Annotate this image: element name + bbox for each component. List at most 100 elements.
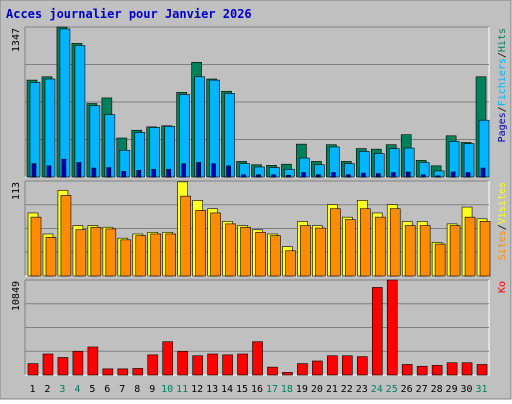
x-tick-label-7: 7 <box>119 384 125 395</box>
bar-sites-17 <box>270 235 281 277</box>
x-tick-label-23: 23 <box>356 384 368 395</box>
bar-pages-10 <box>166 168 172 178</box>
x-tick-label-20: 20 <box>311 384 323 395</box>
legend-panel-1: Pages/Fichiers/Hits <box>497 28 508 142</box>
bar-fichiers-4 <box>74 45 86 178</box>
bar-sites-2 <box>45 237 57 277</box>
x-tick-label-3: 3 <box>59 384 65 395</box>
bar-ko-11 <box>177 351 188 376</box>
legend-pages: Pages <box>497 112 508 142</box>
x-tick-label-31: 31 <box>475 384 487 395</box>
bar-fichiers-1 <box>29 82 41 178</box>
bar-sites-24 <box>374 216 386 277</box>
bar-pages-18 <box>286 175 291 178</box>
bar-sites-20 <box>315 227 326 277</box>
bar-fichiers-12 <box>194 76 205 178</box>
bar-fichiers-29 <box>448 141 460 178</box>
bar-pages-2 <box>46 165 52 178</box>
bar-sites-19 <box>300 225 311 277</box>
bar-fichiers-2 <box>44 78 56 178</box>
x-tick-label-12: 12 <box>191 384 203 395</box>
legend-fichiers: Fichiers <box>497 58 508 106</box>
x-tick-label-17: 17 <box>266 384 278 395</box>
x-tick-label-26: 26 <box>401 384 413 395</box>
legend-panel-2: Sites/Visites <box>497 182 508 260</box>
bar-sites-23 <box>359 208 371 277</box>
bar-pages-30 <box>465 172 471 178</box>
x-tick-label-8: 8 <box>134 384 140 395</box>
bar-sites-3 <box>60 194 72 277</box>
bar-sites-12 <box>195 210 206 277</box>
legend-sites: Sites <box>497 230 508 260</box>
y-max-label: 113 <box>11 182 22 200</box>
bar-ko-4 <box>72 351 84 376</box>
bar-ko-5 <box>87 346 99 376</box>
bar-ko-2 <box>42 353 54 376</box>
legend-panel-3: Ko <box>497 281 508 293</box>
bar-ko-8 <box>132 368 144 376</box>
bar-ko-9 <box>147 354 159 376</box>
x-tick-label-16: 16 <box>251 384 263 395</box>
bar-ko-15 <box>237 353 248 376</box>
x-tick-label-28: 28 <box>431 384 443 395</box>
x-tick-label-9: 9 <box>149 384 155 395</box>
legend-ko: Ko <box>497 281 508 293</box>
bar-ko-28 <box>431 365 443 376</box>
x-tick-label-1: 1 <box>29 384 35 395</box>
chart-title: Acces journalier pour Janvier 2026 <box>6 7 252 21</box>
bar-sites-4 <box>75 229 87 277</box>
bar-ko-12 <box>192 355 203 376</box>
bar-ko-21 <box>327 355 338 376</box>
x-tick-label-13: 13 <box>206 384 218 395</box>
bar-ko-24 <box>371 287 383 376</box>
bar-sites-27 <box>419 225 431 277</box>
bar-sites-7 <box>120 239 132 277</box>
bar-sites-30 <box>464 216 476 277</box>
bar-ko-14 <box>222 354 233 376</box>
bar-sites-15 <box>240 226 251 277</box>
bar-ko-25 <box>386 279 398 376</box>
bar-sites-11 <box>180 195 191 277</box>
x-tick-label-21: 21 <box>326 384 338 395</box>
bar-ko-10 <box>162 341 174 376</box>
bar-sites-22 <box>345 219 356 277</box>
legend-visites: Visites <box>497 182 508 224</box>
bar-pages-4 <box>76 162 82 178</box>
x-tick-label-11: 11 <box>176 384 188 395</box>
bar-sites-28 <box>434 243 446 277</box>
y-max-label: 10849 <box>11 281 22 311</box>
bar-pages-20 <box>316 174 321 178</box>
bar-fichiers-14 <box>224 93 235 178</box>
bar-sites-25 <box>389 208 401 277</box>
x-tick-label-4: 4 <box>74 384 80 395</box>
bar-ko-23 <box>356 356 368 376</box>
x-tick-label-29: 29 <box>446 384 458 395</box>
legend-separator: / <box>497 224 508 230</box>
bar-sites-6 <box>105 228 117 277</box>
bar-pages-12 <box>196 162 201 178</box>
x-tick-label-18: 18 <box>281 384 293 395</box>
bar-ko-16 <box>252 341 263 376</box>
bar-sites-10 <box>165 233 177 277</box>
bar-pages-21 <box>331 172 336 178</box>
x-tick-label-10: 10 <box>161 384 173 395</box>
bar-sites-31 <box>479 221 491 277</box>
bar-pages-31 <box>480 167 486 178</box>
bar-pages-29 <box>450 171 456 178</box>
legend-separator: / <box>497 106 508 112</box>
bar-pages-28 <box>435 175 441 178</box>
bar-pages-9 <box>151 168 157 178</box>
x-tick-label-24: 24 <box>371 384 383 395</box>
x-tick-label-6: 6 <box>104 384 110 395</box>
bar-ko-30 <box>461 362 473 376</box>
bar-sites-18 <box>285 250 296 277</box>
bar-pages-23 <box>360 172 366 178</box>
bar-fichiers-3 <box>59 28 71 178</box>
x-tick-label-15: 15 <box>236 384 248 395</box>
bar-pages-3 <box>61 158 67 178</box>
bar-sites-5 <box>90 226 102 277</box>
bar-pages-17 <box>271 174 276 178</box>
bar-ko-29 <box>446 362 458 376</box>
